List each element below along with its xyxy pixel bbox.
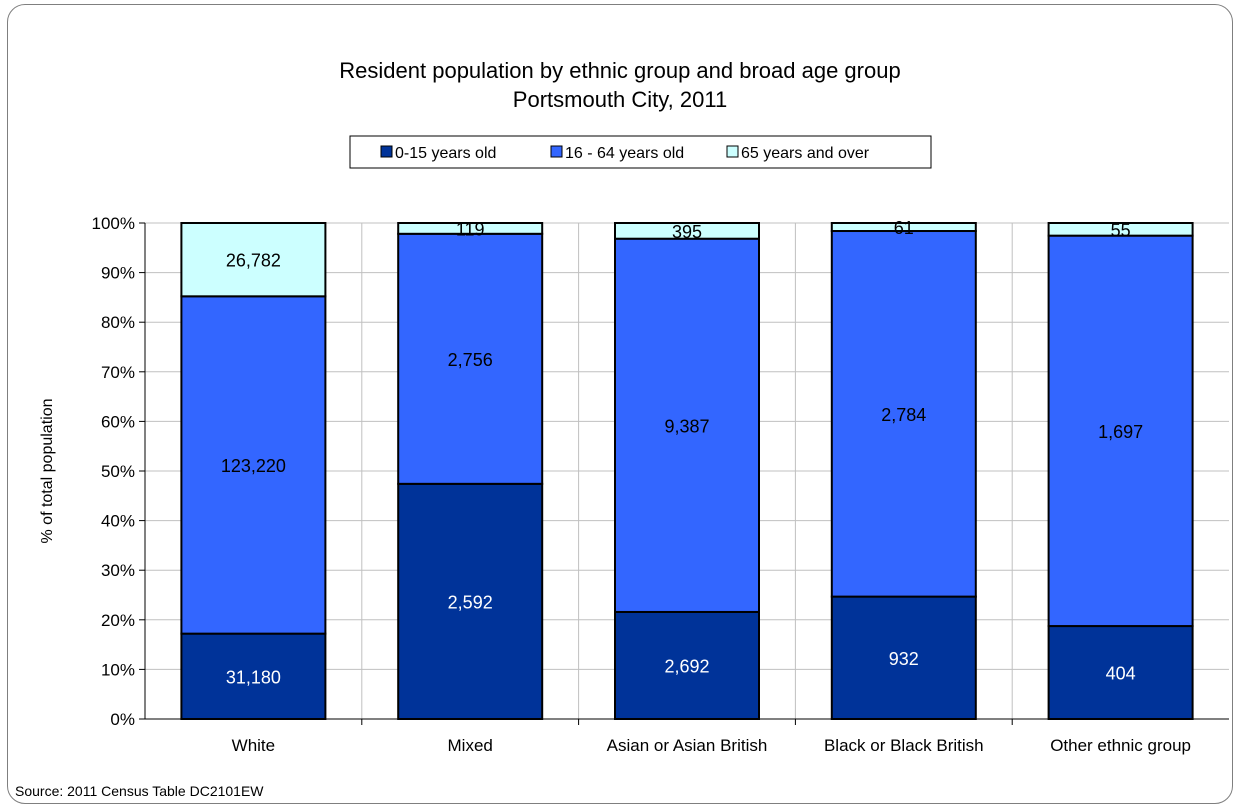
data-label: 395 bbox=[672, 222, 702, 242]
bar-segment bbox=[1047, 222, 1194, 237]
y-tick-label: 0% bbox=[110, 710, 135, 729]
x-category-label: Mixed bbox=[448, 736, 493, 755]
y-tick-label: 100% bbox=[92, 214, 135, 233]
x-axis-categories: White Mixed Asian or Asian British Black or… bbox=[232, 736, 1191, 755]
source-note: Source: 2011 Census Table DC2101EW bbox=[15, 783, 264, 799]
bar-segment bbox=[397, 482, 544, 721]
legend: 0-15 years old 16 - 64 years old 65 years … bbox=[380, 145, 870, 162]
y-tick-label: 60% bbox=[101, 412, 135, 431]
bars bbox=[180, 222, 1194, 721]
bar-segment bbox=[397, 232, 544, 485]
y-tick-label: 30% bbox=[101, 561, 135, 580]
x-category-label: Asian or Asian British bbox=[607, 736, 768, 755]
y-tick-label: 40% bbox=[101, 512, 135, 531]
bar-segment bbox=[1047, 234, 1194, 628]
bar-segment bbox=[180, 295, 327, 635]
data-label: 404 bbox=[1106, 664, 1136, 684]
chart-title-line-1: Resident population by ethnic group and … bbox=[339, 58, 900, 83]
legend-label: 16 - 64 years old bbox=[565, 145, 684, 162]
data-label: 123,220 bbox=[221, 456, 286, 476]
bar-segment bbox=[830, 230, 977, 598]
y-tick-label: 70% bbox=[101, 363, 135, 382]
legend-label: 65 years and over bbox=[741, 145, 870, 162]
data-labels: 31,180 123,220 26,782 2,592 2,756 119 2,692 9,3… bbox=[221, 218, 1143, 687]
data-label: 932 bbox=[889, 649, 919, 669]
bar-segment bbox=[614, 610, 760, 721]
legend-label: 0-15 years old bbox=[395, 145, 496, 162]
bar-segment bbox=[614, 222, 760, 240]
bar-segment bbox=[830, 222, 977, 233]
y-axis-ticks: 0% 10% 20% 30% 40% 50% 60% 70% 80% 90% 100% bbox=[92, 214, 1013, 729]
data-label: 2,692 bbox=[664, 656, 709, 676]
legend-swatch bbox=[380, 145, 393, 158]
y-tick-label: 20% bbox=[101, 611, 135, 630]
bar-segment bbox=[180, 222, 327, 298]
data-label: 61 bbox=[894, 218, 914, 238]
bar-segment bbox=[830, 595, 977, 721]
legend-box bbox=[349, 135, 932, 169]
bar-segment bbox=[1047, 625, 1194, 720]
data-label: 1,697 bbox=[1098, 422, 1143, 442]
bar-segment bbox=[397, 222, 544, 235]
legend-swatch bbox=[550, 145, 563, 158]
data-label: 2,756 bbox=[448, 350, 493, 370]
data-label: 119 bbox=[456, 219, 485, 239]
data-label: 2,784 bbox=[881, 405, 926, 425]
data-label: 2,592 bbox=[448, 592, 493, 612]
data-label: 9,387 bbox=[664, 416, 709, 436]
y-axis-title: % of total population bbox=[39, 399, 56, 544]
x-category-label: Black or Black British bbox=[824, 736, 984, 755]
y-tick-label: 50% bbox=[101, 462, 135, 481]
x-category-label: White bbox=[232, 736, 275, 755]
y-tick-label: 80% bbox=[101, 313, 135, 332]
data-label: 26,782 bbox=[226, 251, 281, 271]
y-tick-label: 90% bbox=[101, 264, 135, 283]
data-label: 55 bbox=[1111, 220, 1131, 240]
x-category-label: Other ethnic group bbox=[1050, 736, 1191, 755]
data-label: 31,180 bbox=[226, 667, 281, 687]
legend-swatch bbox=[726, 145, 739, 158]
y-tick-label: 10% bbox=[101, 660, 135, 679]
chart-title-line-2: Portsmouth City, 2011 bbox=[513, 87, 727, 112]
bar-segment bbox=[614, 237, 760, 613]
bar-segment bbox=[180, 632, 327, 720]
